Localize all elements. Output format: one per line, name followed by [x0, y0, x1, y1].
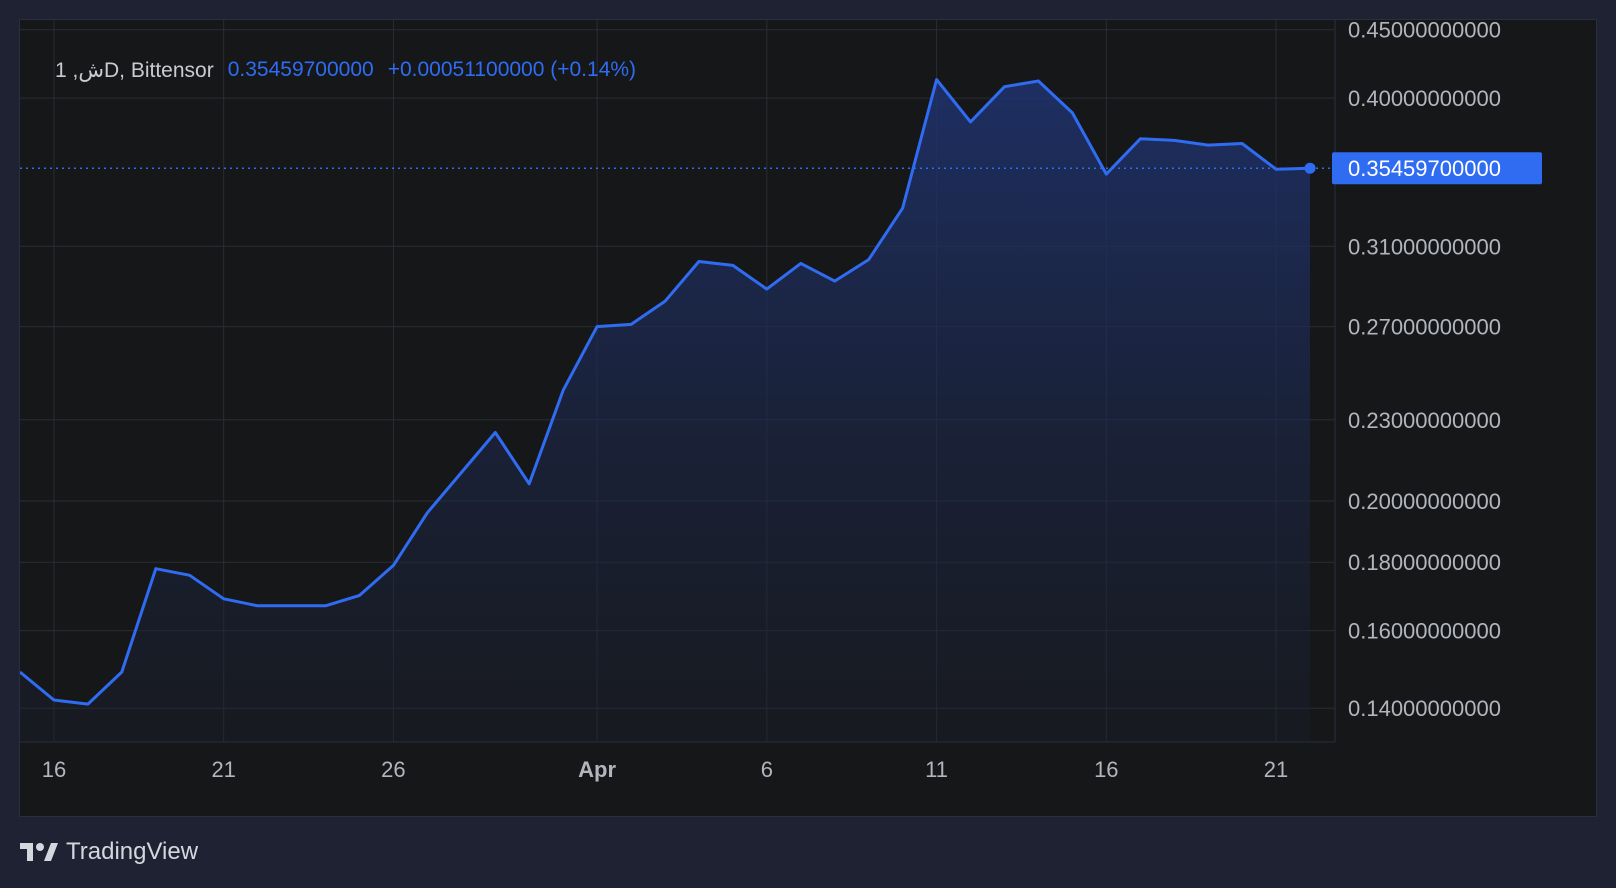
data-point: [697, 259, 701, 263]
data-point: [324, 604, 328, 608]
y-tick-label: 0.23000000000: [1348, 408, 1501, 433]
y-tick-label: 0.20000000000: [1348, 489, 1501, 514]
data-point: [799, 261, 803, 265]
data-point: [459, 471, 463, 475]
data-point: [1240, 141, 1244, 145]
last-price-marker: 0.35459700000: [20, 152, 1542, 185]
data-point: [867, 258, 871, 262]
data-point: [901, 206, 905, 210]
data-point: [663, 299, 667, 303]
y-tick-label: 0.14000000000: [1348, 696, 1501, 721]
symbol-label: 1 ,شD, Bittensor: [55, 59, 214, 82]
area-fill: [20, 79, 1310, 743]
data-point: [391, 563, 395, 567]
x-tick-label: 16: [42, 757, 66, 782]
tradingview-logo-icon: [20, 843, 58, 861]
data-point: [357, 593, 361, 597]
axes: 0.45000000000 0.40000000000 0.31000000000 0…: [20, 20, 1501, 782]
data-point: [1172, 138, 1176, 142]
data-point: [222, 597, 226, 601]
x-tick-label: Apr: [578, 757, 616, 782]
last-price-tag-label: 0.35459700000: [1348, 156, 1501, 181]
data-point: [1206, 143, 1210, 147]
data-point: [629, 322, 633, 326]
y-tick-label: 0.45000000000: [1348, 20, 1501, 43]
x-tick-label: 26: [381, 757, 405, 782]
data-point: [256, 604, 260, 608]
legend-price: 0.35459700000: [227, 58, 374, 81]
data-point: [52, 698, 56, 702]
data-point: [1002, 85, 1006, 89]
x-tick-label: 21: [211, 757, 235, 782]
legend-change: +0.00051100000 (+0.14%): [387, 58, 637, 81]
chart-panel[interactable]: 0.45000000000 0.40000000000 0.31000000000 0…: [19, 19, 1597, 817]
x-tick-label: 16: [1094, 757, 1118, 782]
data-point: [1104, 172, 1108, 176]
data-point: [527, 482, 531, 486]
data-point: [595, 325, 599, 329]
data-point: [290, 604, 294, 608]
price-area: [20, 78, 1311, 743]
data-point: [1070, 111, 1074, 115]
y-tick-label: 0.40000000000: [1348, 86, 1501, 111]
chart-canvas[interactable]: 0.45000000000 0.40000000000 0.31000000000 0…: [20, 20, 1598, 818]
data-point: [120, 670, 124, 674]
y-tick-label: 0.16000000000: [1348, 619, 1501, 644]
x-tick-label: 21: [1264, 757, 1288, 782]
y-tick-label: 0.27000000000: [1348, 315, 1501, 340]
data-point: [765, 287, 769, 291]
y-tick-label: 0.31000000000: [1348, 234, 1501, 259]
data-point: [86, 702, 90, 706]
last-price-tag: [1332, 152, 1542, 185]
data-point: [935, 78, 939, 82]
x-tick-label: 6: [761, 757, 773, 782]
chart-legend: 1 ,شD, Bittensor 0.35459700000 +0.000511…: [55, 58, 636, 83]
price-line: [20, 78, 1311, 706]
data-point: [493, 431, 497, 435]
tradingview-branding[interactable]: TradingView: [20, 838, 198, 866]
brand-name: TradingView: [66, 838, 199, 865]
y-tick-label: 0.18000000000: [1348, 550, 1501, 575]
data-point: [1138, 137, 1142, 141]
data-point: [833, 279, 837, 283]
last-point-dot: [1304, 162, 1316, 174]
data-point: [561, 388, 565, 392]
data-point: [425, 511, 429, 515]
data-point: [731, 263, 735, 267]
data-point: [154, 567, 158, 571]
data-point: [969, 120, 973, 124]
data-point: [1036, 79, 1040, 83]
data-point: [188, 573, 192, 577]
x-tick-label: 11: [925, 757, 948, 782]
